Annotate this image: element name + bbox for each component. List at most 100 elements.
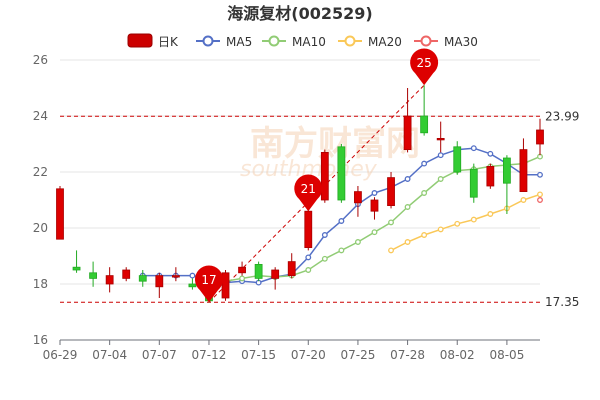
ma30-point — [537, 197, 543, 203]
ma5-point — [305, 254, 312, 261]
candle-body — [436, 137, 445, 141]
candle-up — [271, 267, 280, 290]
ma20-line — [390, 193, 541, 252]
candle-up — [122, 267, 131, 282]
price-pins: 17 21 25 — [194, 48, 439, 303]
legend-item-ma20[interactable]: MA20 — [338, 35, 402, 49]
chart-title: 海源复材(002529) — [227, 4, 372, 23]
candle-down — [453, 141, 462, 175]
candle-body — [536, 129, 544, 145]
ma5-point — [437, 152, 444, 159]
candle-up — [56, 186, 64, 240]
price-pin: 25 — [410, 48, 439, 86]
candle-body — [89, 272, 98, 279]
candle-down — [502, 155, 511, 214]
ma20-point — [388, 247, 394, 254]
y-tick-label: 16 — [33, 333, 48, 347]
ma20-point — [520, 197, 527, 203]
candle-up — [519, 138, 528, 193]
candle-body — [453, 146, 462, 173]
candle-down — [188, 278, 197, 290]
candle-body — [122, 269, 131, 279]
ma20-point — [437, 226, 444, 233]
candle-up — [436, 121, 445, 153]
x-tick-label: 08-02 — [440, 348, 475, 362]
y-tick-label: 18 — [33, 277, 48, 291]
y-tick-label: 20 — [33, 221, 48, 235]
ma5-point — [537, 171, 543, 178]
candle-up — [320, 149, 329, 203]
legend-swatch-marker — [202, 35, 214, 47]
legend-label: MA30 — [444, 35, 478, 49]
ma10-point — [421, 190, 428, 196]
ma5-point — [470, 145, 477, 152]
price-pin: 17 — [194, 265, 223, 303]
candle-body — [138, 275, 147, 282]
legend[interactable]: 日K MA5 MA10 MA20 MA30 — [127, 33, 478, 49]
candle-body — [56, 188, 64, 240]
candle-body — [304, 210, 313, 248]
ma10-point — [239, 275, 246, 282]
watermark: 南方财富网 southmoney — [240, 124, 420, 182]
candle-body — [287, 261, 296, 277]
ma10-point — [371, 229, 378, 236]
legend-item-ma5[interactable]: MA5 — [196, 35, 252, 49]
ma5-point — [189, 272, 196, 279]
candle-body — [519, 149, 528, 193]
trend-line — [208, 84, 425, 303]
ma10-point — [404, 204, 411, 210]
candle-up — [387, 172, 395, 209]
legend-item-日k[interactable]: 日K — [127, 33, 179, 49]
candle-body — [105, 275, 114, 285]
ma20-point — [421, 232, 428, 238]
candle-body — [221, 272, 230, 299]
ma5-point — [371, 190, 378, 196]
legend-swatch-marker — [344, 35, 356, 47]
candle-up — [354, 186, 362, 217]
ma5-point — [487, 150, 494, 157]
ma10-point — [388, 219, 394, 226]
candle-down — [469, 163, 478, 203]
candle-body — [403, 115, 412, 150]
pin-label: 21 — [301, 182, 316, 196]
legend-label: MA5 — [226, 35, 252, 49]
candle-up — [370, 197, 379, 220]
candle-up — [403, 88, 412, 153]
ma20-point — [487, 211, 494, 217]
candle-body — [420, 115, 429, 134]
candles — [56, 85, 544, 303]
x-tick-label: 07-28 — [390, 348, 425, 362]
ma10-point — [305, 267, 312, 273]
legend-label: 日K — [158, 35, 179, 49]
ma5-point — [421, 160, 428, 167]
candle-up — [105, 267, 114, 293]
y-tick-label: 24 — [33, 109, 48, 123]
ma20-point — [537, 191, 543, 198]
candle-up — [238, 261, 246, 276]
x-tick-label: 07-15 — [241, 348, 276, 362]
y-tick-label: 26 — [33, 53, 48, 67]
candle-up — [221, 270, 230, 301]
candle-up — [171, 267, 180, 282]
price-pin: 21 — [294, 174, 323, 212]
ma20-point — [454, 220, 461, 227]
legend-label: MA10 — [292, 35, 326, 49]
candle-body — [469, 168, 478, 198]
legend-item-ma30[interactable]: MA30 — [414, 35, 478, 49]
legend-item-ma10[interactable]: MA10 — [262, 35, 326, 49]
candle-down — [337, 144, 346, 203]
x-tick-label: 07-25 — [340, 348, 375, 362]
reference-lines: 23.99 17.35 — [60, 109, 579, 309]
x-axis: 06-29 07-04 07-07 07-12 07-15 07-20 07-25 07-28… — [43, 339, 540, 362]
legend-swatch-marker — [420, 35, 432, 47]
pin-label: 25 — [416, 56, 431, 70]
candle-down — [420, 85, 429, 136]
legend-swatch-box — [127, 33, 153, 48]
ma10-point — [338, 247, 345, 254]
candle-body — [72, 266, 81, 271]
x-tick-label: 07-20 — [291, 348, 326, 362]
watermark-text: 南方财富网 — [250, 124, 420, 164]
candle-down — [254, 261, 263, 282]
candle-body — [171, 275, 180, 278]
